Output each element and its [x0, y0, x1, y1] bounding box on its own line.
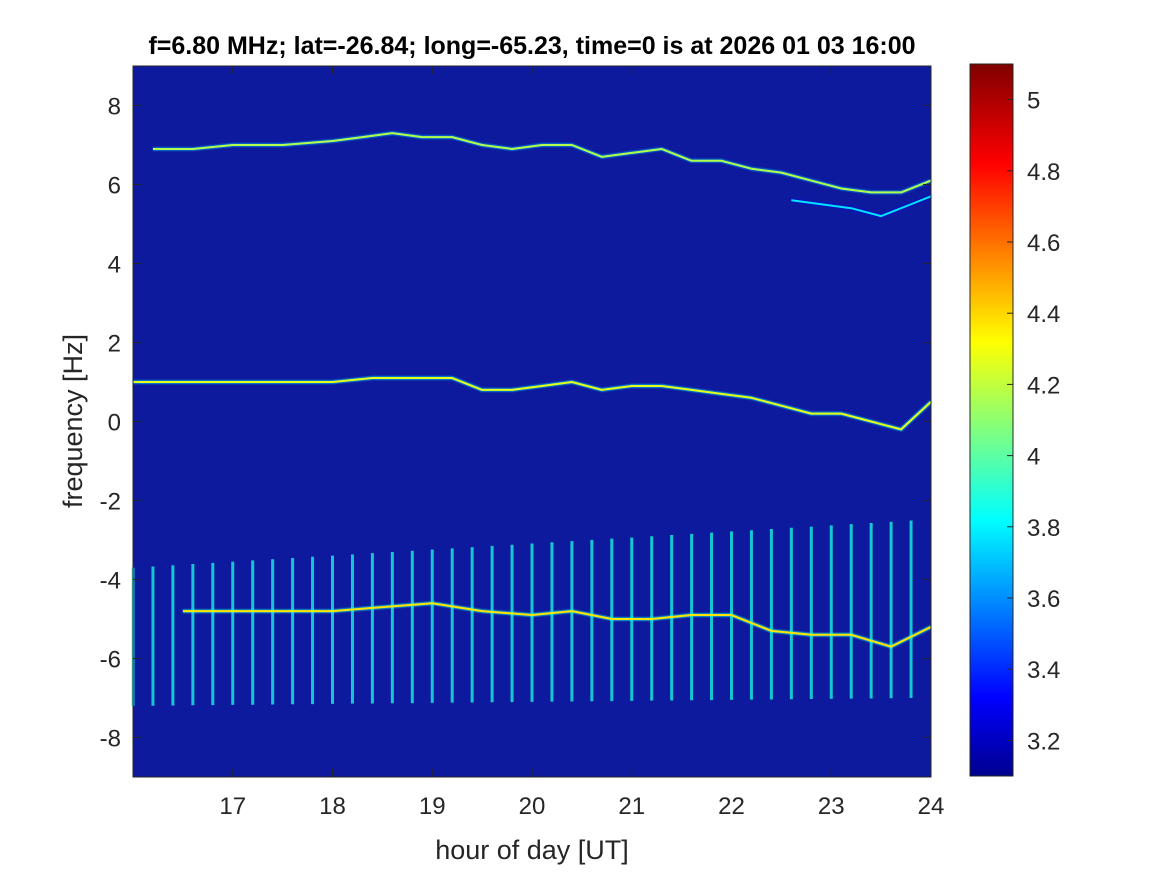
y-tick-label: 8 — [108, 94, 121, 121]
x-tick-label: 21 — [618, 793, 645, 820]
x-tick-label: 23 — [818, 793, 845, 820]
colorbar-tick-label: 3.2 — [1027, 728, 1060, 755]
trace-line — [791, 195, 932, 218]
colorbar-tick-label: 4.6 — [1027, 230, 1060, 257]
colorbar-tick-label: 3.6 — [1027, 586, 1060, 613]
y-tick-label: 0 — [108, 410, 121, 437]
colorbar-tick-label: 4.2 — [1027, 372, 1060, 399]
y-tick-label: -6 — [100, 647, 121, 674]
colorbar — [969, 63, 1014, 777]
x-tick-label: 19 — [419, 793, 446, 820]
x-tick-label: 22 — [718, 793, 745, 820]
trace-line — [182, 602, 932, 648]
y-tick-label: -2 — [100, 489, 121, 516]
x-tick-label: 18 — [319, 793, 346, 820]
chart-title: f=6.80 MHz; lat=-26.84; long=-65.23, tim… — [148, 32, 915, 60]
colorbar-tick-label: 4 — [1027, 444, 1040, 471]
y-axis-label: frequency [Hz] — [58, 334, 88, 508]
colorbar-tick-label: 3.8 — [1027, 515, 1060, 542]
x-tick-label: 20 — [519, 793, 546, 820]
y-tick-label: 4 — [108, 252, 121, 279]
x-axis: 17 18 19 20 21 22 23 24 — [219, 66, 944, 820]
traces-layer — [133, 131, 933, 649]
colorbar-tick-label: 5 — [1027, 88, 1040, 115]
colorbar-tick-label: 4.8 — [1027, 159, 1060, 186]
trace-line — [152, 132, 932, 194]
y-tick-label: 2 — [108, 331, 121, 358]
colorbar-tick-label: 4.4 — [1027, 301, 1060, 328]
trace-line — [133, 377, 932, 431]
colorbar-tick-label: 3.4 — [1027, 657, 1060, 684]
y-axis: -8 -6 -4 -2 0 2 4 6 8 — [100, 94, 931, 753]
x-tick-label: 17 — [219, 793, 246, 820]
x-axis-label: hour of day [UT] — [435, 835, 629, 865]
y-tick-label: 6 — [108, 173, 121, 200]
x-tick-label: 24 — [918, 793, 945, 820]
y-tick-label: -8 — [100, 726, 121, 753]
colorbar-ticks: 3.2 3.4 3.6 3.8 4 4.2 4.4 4.6 4.8 5 — [1007, 88, 1060, 755]
y-tick-label: -4 — [100, 568, 121, 595]
